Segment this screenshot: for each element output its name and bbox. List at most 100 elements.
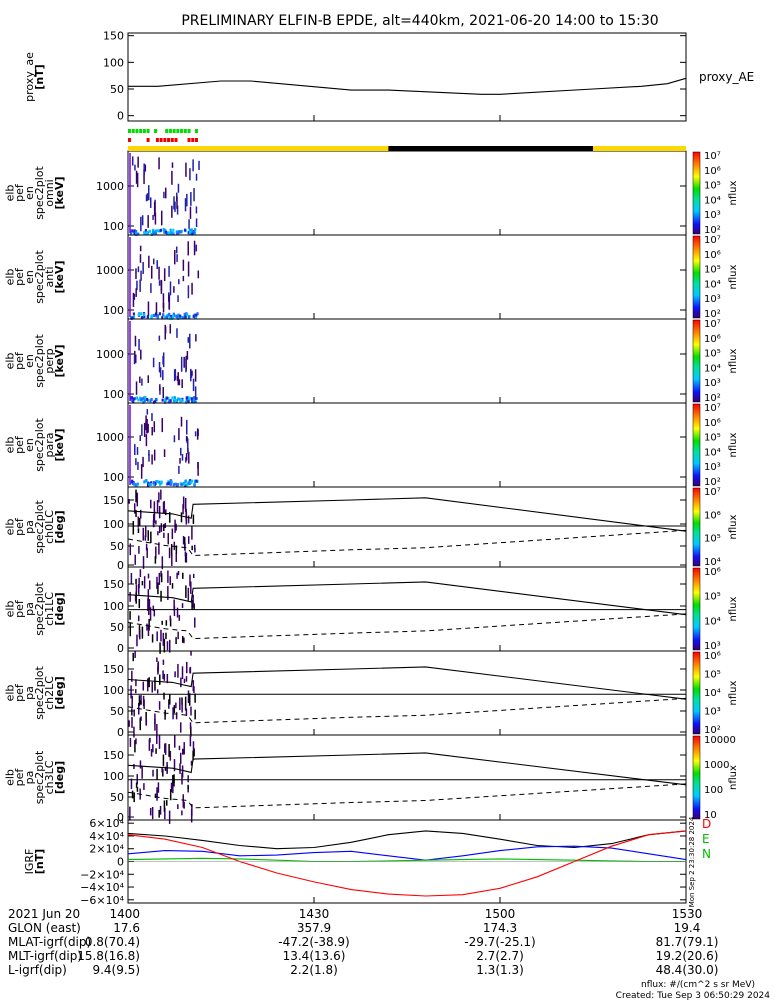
pa_ch2-pa-cell <box>135 689 137 694</box>
pa_ch3-pa-cell <box>181 765 184 778</box>
spec_perp-ylabel-line: elb <box>3 353 16 370</box>
pa_ch2-pa-cell <box>133 726 135 738</box>
pa_ch2-pa-cell <box>185 708 188 716</box>
pa_ch2-pa-cell <box>194 709 196 720</box>
pa_ch3-pa-cell <box>189 735 192 747</box>
spec_perp-spectral-cell <box>169 399 172 403</box>
pa_ch3-frame <box>127 734 687 821</box>
science-flag-green <box>142 129 146 133</box>
pa_ch2-pa-cell <box>186 661 188 674</box>
spec_perp-spectral-cell <box>167 396 170 400</box>
pa_ch3-pa-cell <box>172 775 174 789</box>
pa_ch0-pa-cell <box>138 546 140 554</box>
spec_omni-spectral-cell <box>133 231 136 235</box>
spec_perp-ytick-label: 1000 <box>96 348 124 361</box>
pa_ch1-pa-cell <box>143 576 146 589</box>
spec_anti-spectral-cell <box>164 315 167 319</box>
pa_ch2-pa-cell <box>142 695 145 707</box>
spec_para-spectral-cell <box>133 482 136 486</box>
spec_perp-ylabel-line: perp <box>43 348 56 373</box>
spec_anti-spectral-cell <box>162 303 165 313</box>
spec_perp-spectral-cell <box>194 369 197 382</box>
spec_para-spectral-cell <box>193 483 196 487</box>
spec_para-spectral-cell <box>179 458 181 464</box>
spec_anti-spectral-cell <box>148 255 150 268</box>
pa_ch1-pa-cell <box>169 615 172 622</box>
spec_perp-spectral-cell <box>138 339 140 351</box>
pa_ch0-pa-cell <box>191 525 193 540</box>
pa_ch3-ylabel-line: ch3LC <box>43 760 56 794</box>
proxy_ae-frame <box>127 32 687 122</box>
spec_omni-spectral-cell <box>144 164 147 172</box>
spec_perp-spectral-cell <box>169 324 172 334</box>
pa_ch2-pa-cell <box>134 651 136 659</box>
pa_ch1-pa-cell <box>192 594 194 608</box>
pa_ch3-pa-cell <box>129 737 132 747</box>
pa_ch3-ylabel-line: spec2plot <box>33 750 46 804</box>
spec_para-spectral-cell <box>142 456 144 468</box>
spec_perp-colorbar-label: nflux <box>728 348 739 373</box>
pa_ch2-pa-cell <box>177 663 179 678</box>
pa_ch3-pa-cell <box>162 754 165 767</box>
pa_ch1-pa-cell <box>175 637 177 645</box>
spec_para-spectral-cell <box>143 480 146 484</box>
pa_ch0-pa-cell <box>182 496 185 506</box>
pa_ch3-pa-cell <box>162 769 164 777</box>
spec_para-spectral-cell <box>180 416 183 427</box>
spec_anti-spectral-cell <box>197 270 200 279</box>
spec_perp-spectral-cell <box>193 396 196 400</box>
pa_ch1-pa-cell <box>167 586 169 600</box>
pa_ch3-pa-cell <box>158 809 160 818</box>
status-bars <box>128 129 686 151</box>
science-flag-red <box>159 138 163 142</box>
pa_ch0-pa-cell <box>136 492 139 507</box>
pa_ch3-pa-cell <box>177 804 179 810</box>
pa_ch2-pa-cell <box>164 712 166 720</box>
spec_perp-spectral-cell <box>152 357 155 368</box>
spec_para-spectral-cell <box>145 434 148 447</box>
pa_ch0-colorbar-tick: 10⁵ <box>704 534 721 545</box>
spec_perp-spectral-cell <box>161 398 164 402</box>
spec_anti-spectral-cell <box>172 314 175 318</box>
coord-row-value: 0.8(70.4) <box>85 935 140 949</box>
coord-row-value: 13.4(13.6) <box>283 949 346 963</box>
spec_para-spectral-cell <box>183 482 186 486</box>
spec_omni-spectral-cell <box>153 201 156 217</box>
spec_perp-ylabel-line: spec2plot <box>33 334 46 388</box>
pa_ch0-pa-cell <box>182 504 185 509</box>
spec_anti-spectral-cell <box>133 293 136 300</box>
plot-title: PRELIMINARY ELFIN-B EPDE, alt=440km, 202… <box>181 13 658 29</box>
spec_anti-colorbar-label: nflux <box>728 264 739 289</box>
pa_ch0-ylabel-line: spec2plot <box>33 500 46 554</box>
spec_omni-spectral-cell <box>149 197 152 208</box>
spec_anti-spectral-cell <box>150 315 153 319</box>
spec_anti-spectral-cell <box>186 313 189 317</box>
pa_ch3-pa-cell <box>181 772 183 785</box>
spec_perp-colorbar <box>692 319 701 403</box>
pa_ch0-ytick-label: 0 <box>117 559 124 572</box>
spec_anti-colorbar-tick: 10⁷ <box>704 235 721 246</box>
science-flag-red <box>170 138 174 142</box>
spec_omni-spectral-cell <box>164 187 167 199</box>
pa_ch2-ylabel-line: elb <box>3 685 16 702</box>
spec_perp-spectral-cell <box>180 356 183 372</box>
pa_ch1-pa-cell <box>181 636 184 643</box>
spec_omni-spectral-cell <box>171 170 173 185</box>
pa_ch1-pa-cell <box>135 578 137 585</box>
pa_ch2-pa-cell <box>190 706 192 716</box>
pa_ch2-ylabel-line: [deg] <box>53 676 66 709</box>
spec_perp-spectral-cell <box>130 398 134 402</box>
science-flag-green <box>139 129 143 133</box>
spec_perp-colorbar-tick: 10⁶ <box>704 334 721 345</box>
spec_para-spectral-cell <box>141 424 143 436</box>
pa_ch0-pa-cell <box>182 535 185 545</box>
pa_ch0-pa-cell <box>145 543 148 551</box>
pa_ch3-pa-cell <box>164 807 166 820</box>
pa_ch0-pa-cell <box>169 512 171 523</box>
spec_perp-spectral-cell <box>150 397 153 401</box>
pa_ch0-pa-cell <box>163 524 165 532</box>
